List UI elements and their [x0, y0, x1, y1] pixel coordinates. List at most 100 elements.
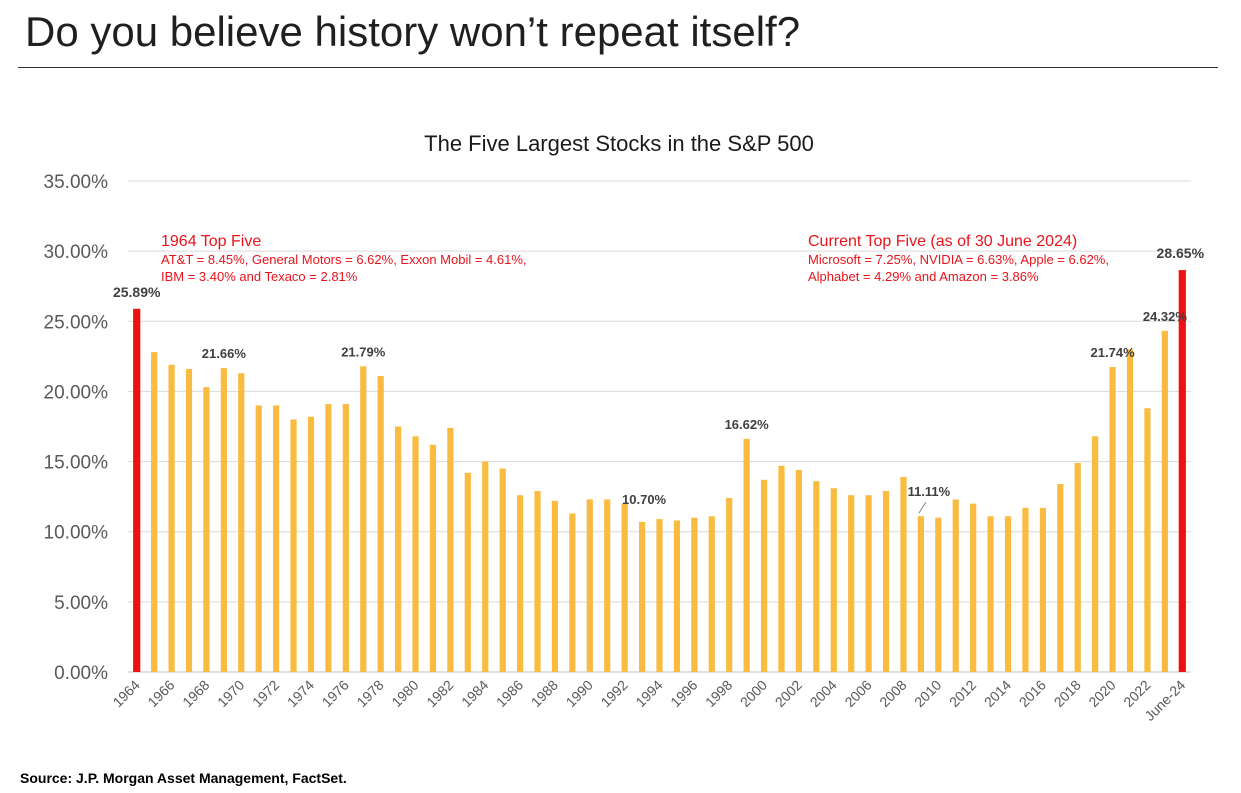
bars	[133, 270, 1186, 672]
bar-1990	[586, 499, 593, 672]
annotation-current-line-2: Alphabet = 4.29% and Amazon = 3.86%	[808, 269, 1039, 284]
x-tick-label: 2006	[841, 677, 874, 710]
bar-2009	[917, 516, 924, 672]
bar-1983	[464, 472, 471, 672]
bar-1988	[551, 500, 559, 672]
bar-1996	[691, 517, 698, 672]
bar-1993	[638, 521, 646, 672]
x-tick-label: 2016	[1016, 677, 1049, 710]
x-tick-label: 1976	[319, 677, 352, 710]
y-tick-label: 35.00%	[44, 172, 109, 193]
bar-1989	[569, 513, 576, 672]
x-tick-label: 1970	[214, 677, 247, 710]
bar-1994	[656, 519, 663, 672]
bar-2010	[935, 517, 942, 672]
annotation-current-top-five: Current Top Five (as of 30 June 2024) Mi…	[808, 233, 1109, 284]
bar-2017	[1057, 484, 1064, 672]
bar-2004	[830, 488, 837, 672]
leader-line	[918, 501, 927, 514]
x-tick-label: 2010	[911, 677, 944, 710]
bar-1980	[412, 436, 419, 672]
bar-June-24	[1178, 270, 1186, 672]
bar-2001	[778, 465, 785, 672]
y-tick-label: 0.00%	[54, 663, 108, 684]
annotation-current-title: Current Top Five (as of 30 June 2024)	[808, 233, 1077, 250]
data-label-1977: 21.79%	[341, 344, 386, 359]
bar-2016	[1039, 507, 1046, 672]
annotation-current-line-1: Microsoft = 7.25%, NVIDIA = 6.63%, Apple…	[808, 252, 1109, 267]
title-divider	[18, 67, 1218, 68]
bar-1965	[151, 352, 158, 672]
bar-1995	[673, 520, 681, 672]
bar-1987	[534, 491, 541, 672]
bar-1968	[203, 387, 210, 672]
annotation-1964-title: 1964 Top Five	[161, 233, 261, 250]
x-tick-label: 1982	[423, 677, 456, 710]
data-label-2023: 24.32%	[1143, 309, 1188, 324]
annotation-1964-top-five: 1964 Top Five AT&T = 8.45%, General Moto…	[161, 233, 527, 284]
x-tick-label: 1966	[144, 677, 177, 710]
bar-1992	[621, 503, 628, 672]
x-tick-label: 1972	[249, 677, 282, 710]
data-label-2009: 11.11%	[908, 484, 951, 499]
bar-1976	[342, 404, 349, 672]
bar-1978	[377, 375, 384, 672]
x-tick-label: 1990	[563, 677, 596, 710]
x-tick-label: 2008	[876, 677, 909, 710]
gridlines	[128, 180, 1191, 673]
source-note: Source: J.P. Morgan Asset Management, Fa…	[20, 770, 347, 786]
bar-2008	[900, 477, 907, 672]
bar-1974	[307, 416, 315, 672]
data-label-June-24: 28.65%	[1157, 245, 1205, 261]
x-tick-label: 1992	[597, 677, 630, 710]
data-label-1999: 16.62%	[725, 417, 770, 432]
bar-2006	[865, 495, 872, 672]
y-tick-label: 15.00%	[44, 453, 109, 474]
x-tick-label: 2000	[737, 677, 770, 710]
bar-1966	[168, 364, 175, 672]
bar-1969	[220, 368, 227, 672]
x-tick-label: 1984	[458, 677, 491, 710]
bar-2015	[1022, 507, 1029, 672]
x-tick-label: 1968	[179, 677, 212, 710]
bar-2012	[970, 503, 977, 672]
bar-1971	[255, 405, 262, 672]
bar-2014	[1004, 516, 1012, 672]
x-tick-label: 1978	[353, 677, 386, 710]
bar-1981	[429, 444, 437, 672]
x-tick-label: 1996	[667, 677, 700, 710]
bar-1998	[726, 498, 733, 672]
x-tick-label: 1964	[109, 677, 142, 710]
x-tick-label: 2002	[772, 677, 805, 710]
bar-2005	[848, 495, 855, 672]
chart-title: The Five Largest Stocks in the S&P 500	[424, 131, 814, 156]
bar-2011	[952, 499, 959, 672]
bar-2013	[987, 516, 994, 672]
y-tick-label: 5.00%	[54, 593, 108, 614]
bar-2021	[1126, 349, 1134, 672]
x-tick-label: 2014	[981, 677, 1014, 710]
x-tick-label: 1980	[388, 677, 421, 710]
bar-1991	[604, 499, 611, 672]
bar-2023	[1161, 330, 1168, 672]
bar-1984	[482, 461, 489, 672]
bar-1979	[395, 426, 402, 672]
annotation-1964-line-1: AT&T = 8.45%, General Motors = 6.62%, Ex…	[161, 252, 527, 267]
data-label-1964: 25.89%	[113, 284, 161, 300]
y-tick-label: 30.00%	[44, 242, 109, 263]
bar-2019	[1092, 436, 1099, 672]
bar-1975	[325, 404, 332, 672]
x-tick-label: 2018	[1051, 677, 1084, 710]
x-tick-label: 1986	[493, 677, 526, 710]
bar-1970	[238, 373, 245, 672]
x-tick-label: 1998	[702, 677, 735, 710]
x-tick-label: 2020	[1085, 677, 1118, 710]
x-tick-label: 1994	[632, 677, 665, 710]
bar-2018	[1074, 462, 1081, 672]
bar-1977	[360, 366, 367, 672]
bar-2002	[795, 469, 803, 672]
y-axis-tick-labels: 0.00% 5.00% 10.00% 15.00% 20.00% 25.00% 30.00%…	[44, 172, 109, 684]
bar-1997	[708, 516, 715, 672]
bar-1986	[516, 495, 524, 672]
